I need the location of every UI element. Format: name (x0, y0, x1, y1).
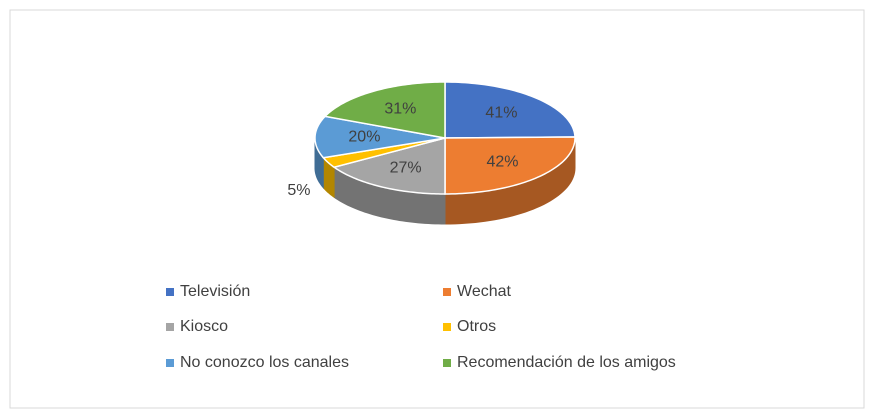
data-label: 27% (390, 160, 422, 177)
pie-slice (314, 115, 446, 159)
legend-swatch (443, 288, 451, 296)
legend-label: Otros (457, 318, 496, 335)
legend-label: Televisión (180, 283, 250, 300)
data-label: 31% (384, 100, 416, 117)
legend-label: No conozco los canales (180, 354, 349, 371)
legend-swatch (443, 323, 451, 331)
legend-swatch (166, 359, 174, 367)
pie-slice (444, 81, 576, 139)
pie-slice (323, 81, 446, 139)
legend-label: Recomendación de los amigos (457, 354, 676, 371)
legend-label: Kiosco (180, 318, 228, 335)
legend-swatch (166, 323, 174, 331)
legend-label: Wechat (457, 283, 512, 300)
pie-slice (332, 137, 446, 195)
data-label: 20% (348, 129, 380, 146)
pie-slice (444, 136, 576, 195)
legend-swatch (443, 359, 451, 367)
legend-swatch (166, 288, 174, 296)
data-label: 5% (287, 182, 310, 199)
pie-slice (321, 137, 446, 169)
data-label: 42% (487, 154, 519, 171)
data-label: 41% (485, 104, 517, 121)
